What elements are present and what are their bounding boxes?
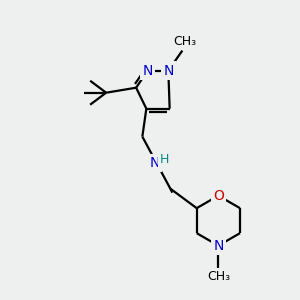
Text: N: N bbox=[213, 239, 224, 253]
Text: N: N bbox=[163, 64, 173, 78]
Text: CH₃: CH₃ bbox=[207, 270, 230, 283]
Text: CH₃: CH₃ bbox=[173, 35, 196, 48]
Text: N: N bbox=[149, 156, 160, 170]
Text: O: O bbox=[213, 189, 224, 203]
Text: H: H bbox=[160, 153, 169, 166]
Text: N: N bbox=[142, 64, 153, 78]
